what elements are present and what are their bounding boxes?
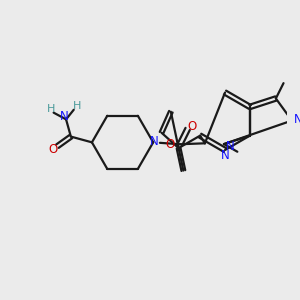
Text: N: N (220, 149, 230, 162)
Text: O: O (188, 120, 197, 133)
Text: N: N (60, 110, 68, 123)
Text: H: H (74, 101, 82, 111)
Text: O: O (48, 142, 57, 155)
Text: N: N (294, 113, 300, 126)
Text: N: N (226, 140, 235, 153)
Text: N: N (150, 135, 158, 148)
Text: H: H (46, 104, 55, 114)
Text: O: O (166, 137, 175, 151)
